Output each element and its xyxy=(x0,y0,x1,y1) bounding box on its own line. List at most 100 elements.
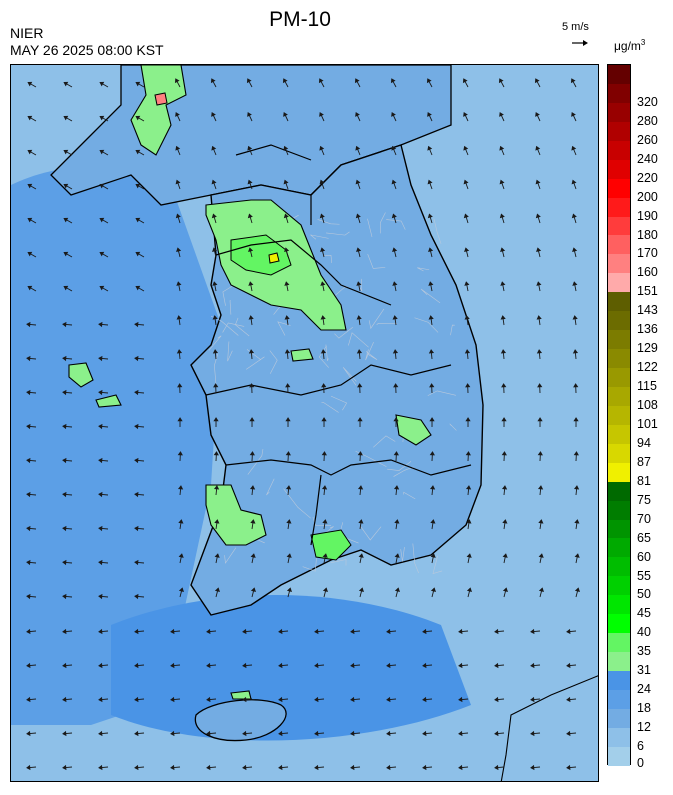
wind-arrow xyxy=(27,251,37,258)
colorbar-cell xyxy=(608,708,630,728)
district-line xyxy=(400,547,405,562)
wind-arrow xyxy=(501,383,507,394)
wind-arrow xyxy=(429,417,435,428)
wind-arrow xyxy=(278,730,289,737)
district-line xyxy=(387,461,412,471)
colorbar-cell xyxy=(608,576,630,596)
wind-arrow xyxy=(63,149,73,156)
wind-arrow xyxy=(463,213,469,224)
wind-arrow xyxy=(536,349,543,360)
wind-arrow xyxy=(62,559,73,566)
district-line xyxy=(367,218,373,238)
colorbar-cell xyxy=(608,254,630,274)
wind-arrow xyxy=(249,383,255,394)
wind-arrow xyxy=(177,485,184,496)
wind-arrow xyxy=(357,451,363,462)
wind-arrow xyxy=(178,587,184,598)
colorbar-tick-label: 24 xyxy=(637,682,651,697)
district-line xyxy=(325,344,329,361)
wind-arrow xyxy=(572,247,578,258)
wind-arrow xyxy=(536,281,542,292)
wind-arrow xyxy=(530,628,541,635)
wind-arrow xyxy=(427,145,433,156)
wind-arrow xyxy=(213,417,219,428)
elevated-zone-central xyxy=(290,348,314,362)
wind-arrow xyxy=(27,183,37,190)
wind-arrow xyxy=(462,78,469,88)
wind-arrow xyxy=(498,78,505,88)
wind-arrow xyxy=(500,349,507,360)
wind-arrow xyxy=(358,519,364,530)
district-line xyxy=(380,212,386,234)
unit-label: μg/m3 xyxy=(614,38,645,53)
wind-arrow xyxy=(357,383,363,394)
wind-arrow xyxy=(573,417,579,428)
wind-arrow xyxy=(320,247,326,258)
wind-arrow xyxy=(394,587,400,598)
wind-arrow xyxy=(214,519,220,530)
wind-arrow xyxy=(134,389,145,396)
district-line xyxy=(277,321,291,336)
wind-arrow xyxy=(356,315,362,326)
colorbar-cell xyxy=(608,746,630,766)
wind-arrow xyxy=(458,662,469,669)
wind-arrow xyxy=(134,491,145,498)
district-line xyxy=(427,390,456,396)
wind-arrow xyxy=(134,423,145,430)
wind-arrow xyxy=(27,149,37,156)
colorbar-cell xyxy=(608,349,630,368)
colorbar-tick-label: 220 xyxy=(637,170,658,185)
wind-arrow xyxy=(212,315,218,326)
wind-arrow xyxy=(537,383,543,394)
wind-arrow xyxy=(178,519,184,530)
district-line xyxy=(386,219,406,230)
map-title: PM-10 xyxy=(269,8,331,31)
wind-arrow xyxy=(429,383,435,394)
wind-arrow xyxy=(98,355,109,362)
colorbar-cell xyxy=(608,405,630,425)
wind-arrow xyxy=(212,349,219,360)
wind-arrow xyxy=(26,389,37,396)
wind-arrow xyxy=(170,730,181,737)
wind-arrow xyxy=(175,179,181,190)
wind-arrow xyxy=(242,764,253,771)
wind-arrow xyxy=(358,553,364,564)
wind-arrow xyxy=(134,730,145,737)
district-line xyxy=(403,491,416,500)
wind-arrow xyxy=(212,281,218,292)
coastal-sea-band xyxy=(11,166,221,725)
wind-arrow xyxy=(430,553,436,564)
district-line xyxy=(414,317,439,333)
wind-arrow xyxy=(386,730,397,737)
wind-arrow xyxy=(247,179,253,190)
wind-arrow xyxy=(177,383,183,394)
district-line xyxy=(269,350,278,374)
wind-arrow xyxy=(463,145,469,156)
wind-arrow xyxy=(465,451,471,462)
wind-arrow xyxy=(278,696,289,703)
wind-arrow xyxy=(26,559,37,566)
elevated-zone-west-sea-island xyxy=(68,362,94,388)
wind-arrow xyxy=(26,355,37,362)
wind-arrow xyxy=(392,247,398,258)
wind-arrow xyxy=(499,112,505,122)
wind-arrow xyxy=(570,78,577,88)
district-line xyxy=(433,218,442,244)
colorbar-cell xyxy=(608,727,630,747)
wind-arrow xyxy=(26,525,37,532)
wind-arrow xyxy=(27,81,37,88)
district-line xyxy=(365,342,374,361)
wind-arrow xyxy=(134,355,145,362)
district-line xyxy=(334,327,353,339)
wind-arrow xyxy=(393,383,399,394)
wind-arrow xyxy=(211,179,217,190)
wind-arrow xyxy=(494,764,505,771)
colorbar-cell xyxy=(608,235,630,255)
wind-arrow xyxy=(430,519,436,530)
district-line xyxy=(367,254,386,269)
wind-arrow xyxy=(26,423,37,430)
wind-arrow xyxy=(99,115,109,122)
district-line xyxy=(247,449,264,475)
wind-arrow xyxy=(247,112,253,122)
colorbar-cell xyxy=(608,178,630,198)
